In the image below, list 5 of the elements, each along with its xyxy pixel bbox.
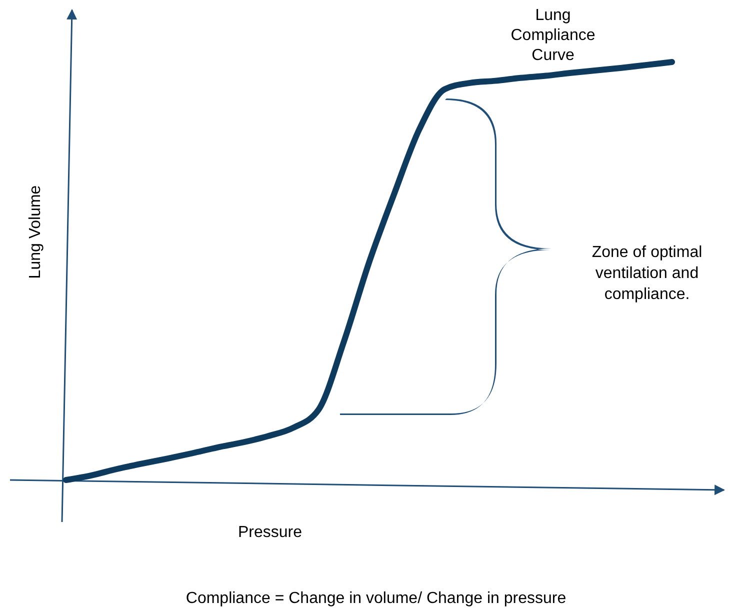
x-axis-title: Pressure [238,524,302,541]
annotation: Lung Compliance Curve [510,7,596,64]
text: Compliance = Change in volume/ Change in pressure [186,590,566,607]
y-axis-title: Lung Volume [27,185,44,279]
annotation: Zone of optimal ventilation and compliance. [592,244,702,303]
